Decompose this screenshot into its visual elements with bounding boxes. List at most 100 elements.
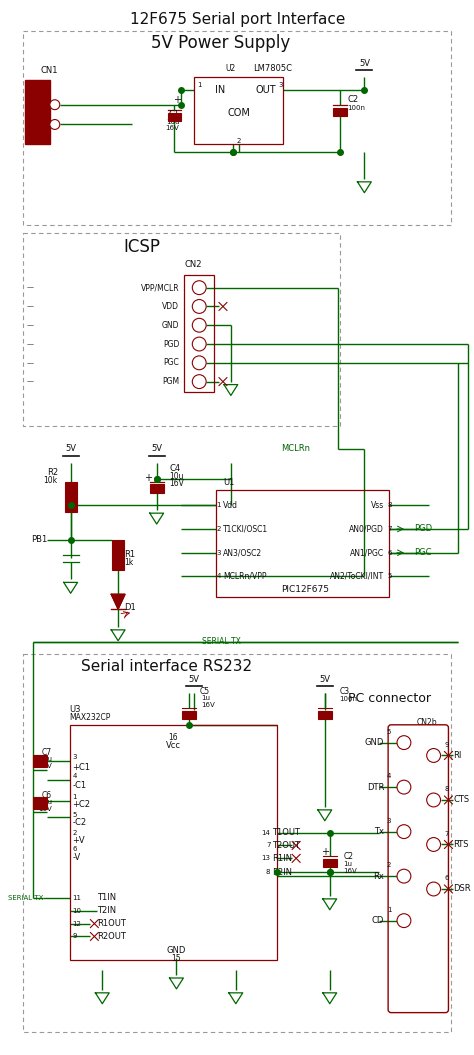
Bar: [33, 755, 47, 767]
Text: MCLRn: MCLRn: [281, 444, 310, 454]
Text: 14: 14: [262, 829, 271, 836]
Text: 3: 3: [73, 754, 77, 761]
Text: —: —: [27, 360, 34, 366]
Text: 6: 6: [444, 875, 449, 881]
Text: 1: 1: [197, 82, 202, 88]
Text: 7: 7: [266, 843, 271, 848]
Bar: [168, 113, 182, 120]
Text: R2OUT: R2OUT: [97, 932, 126, 941]
Circle shape: [397, 825, 411, 839]
Bar: [65, 482, 77, 512]
Bar: [318, 711, 332, 718]
Text: RTS: RTS: [454, 840, 469, 849]
Text: 1u: 1u: [344, 861, 353, 867]
Text: DTR: DTR: [367, 783, 384, 791]
Bar: [112, 540, 124, 570]
Text: 8: 8: [387, 502, 392, 509]
Text: 5V: 5V: [189, 675, 200, 684]
Text: U2: U2: [225, 63, 235, 73]
Text: VPP/MCLR: VPP/MCLR: [141, 283, 180, 292]
Text: 2: 2: [193, 304, 197, 309]
Text: SERIAL TX: SERIAL TX: [201, 637, 240, 647]
Text: 6: 6: [387, 550, 392, 556]
Text: -C1: -C1: [73, 781, 87, 789]
Text: 16V: 16V: [201, 702, 215, 708]
Text: 1: 1: [217, 502, 221, 509]
Text: +C1: +C1: [73, 763, 91, 772]
Text: 5V Power Supply: 5V Power Supply: [151, 35, 291, 53]
Text: T2OUT: T2OUT: [273, 841, 301, 850]
Text: C6: C6: [42, 790, 52, 800]
Text: GND: GND: [162, 321, 180, 330]
Text: Vcc: Vcc: [166, 741, 181, 750]
Text: 10u: 10u: [166, 118, 180, 124]
Text: 100n: 100n: [347, 104, 365, 111]
Text: CTS: CTS: [454, 795, 470, 805]
Text: MAX232CP: MAX232CP: [70, 713, 111, 723]
Text: PIC12F675: PIC12F675: [281, 584, 329, 594]
Text: 12: 12: [73, 921, 82, 926]
Text: AN1/PGC: AN1/PGC: [350, 549, 384, 557]
Text: 2: 2: [73, 829, 77, 836]
Text: —: —: [27, 341, 34, 347]
Text: T1IN: T1IN: [97, 894, 117, 902]
Text: Serial interface RS232: Serial interface RS232: [81, 659, 252, 674]
Text: +: +: [173, 95, 182, 104]
Bar: [194, 77, 283, 145]
Text: 100n: 100n: [340, 696, 358, 702]
Bar: [182, 711, 196, 718]
Text: 1: 1: [73, 794, 77, 800]
Text: 5V: 5V: [151, 444, 162, 454]
Text: 10u: 10u: [170, 472, 184, 481]
Bar: [216, 491, 389, 597]
Text: 6: 6: [73, 846, 77, 852]
Bar: [25, 80, 50, 145]
Text: ICSP: ICSP: [123, 238, 160, 256]
Text: DSR: DSR: [454, 884, 471, 894]
Bar: [333, 108, 346, 116]
Text: VDD: VDD: [163, 302, 180, 311]
Bar: [150, 484, 164, 494]
Text: LM7805C: LM7805C: [253, 63, 292, 73]
Text: PB1: PB1: [31, 535, 47, 544]
Circle shape: [50, 119, 60, 130]
Text: 16V: 16V: [344, 868, 357, 875]
Text: 1u: 1u: [43, 799, 52, 805]
Text: D1: D1: [124, 602, 136, 612]
Text: 10k: 10k: [44, 476, 58, 485]
Bar: [70, 725, 277, 960]
Text: 1u: 1u: [201, 695, 210, 702]
Text: 16V: 16V: [166, 126, 180, 132]
Text: RI: RI: [454, 751, 462, 760]
Text: CD: CD: [372, 916, 384, 925]
Circle shape: [50, 100, 60, 110]
Circle shape: [192, 356, 206, 369]
Circle shape: [192, 300, 206, 313]
Text: 1u: 1u: [43, 756, 52, 763]
Text: —: —: [27, 379, 34, 385]
Text: 2: 2: [217, 526, 221, 532]
Text: PGD: PGD: [414, 524, 432, 534]
Bar: [33, 797, 47, 809]
Text: R2: R2: [46, 468, 58, 477]
Text: C1: C1: [168, 110, 180, 119]
Text: 4: 4: [217, 574, 221, 579]
Text: 16V: 16V: [170, 479, 184, 488]
Text: T2IN: T2IN: [97, 906, 117, 916]
Text: U1: U1: [223, 478, 234, 487]
Circle shape: [427, 838, 440, 851]
Text: Tx: Tx: [374, 827, 384, 837]
Text: 5: 5: [387, 729, 392, 734]
Text: —: —: [27, 285, 34, 291]
Text: 10: 10: [73, 907, 82, 914]
Text: 1: 1: [387, 906, 392, 913]
Text: C2: C2: [344, 851, 354, 861]
Circle shape: [397, 781, 411, 794]
Text: 16V: 16V: [38, 806, 52, 812]
Text: AN3/OSC2: AN3/OSC2: [223, 549, 262, 557]
Text: -V: -V: [73, 852, 81, 862]
Text: 4: 4: [73, 773, 77, 780]
Bar: [184, 274, 214, 391]
Text: GND: GND: [167, 946, 186, 955]
Text: 15: 15: [172, 954, 181, 963]
